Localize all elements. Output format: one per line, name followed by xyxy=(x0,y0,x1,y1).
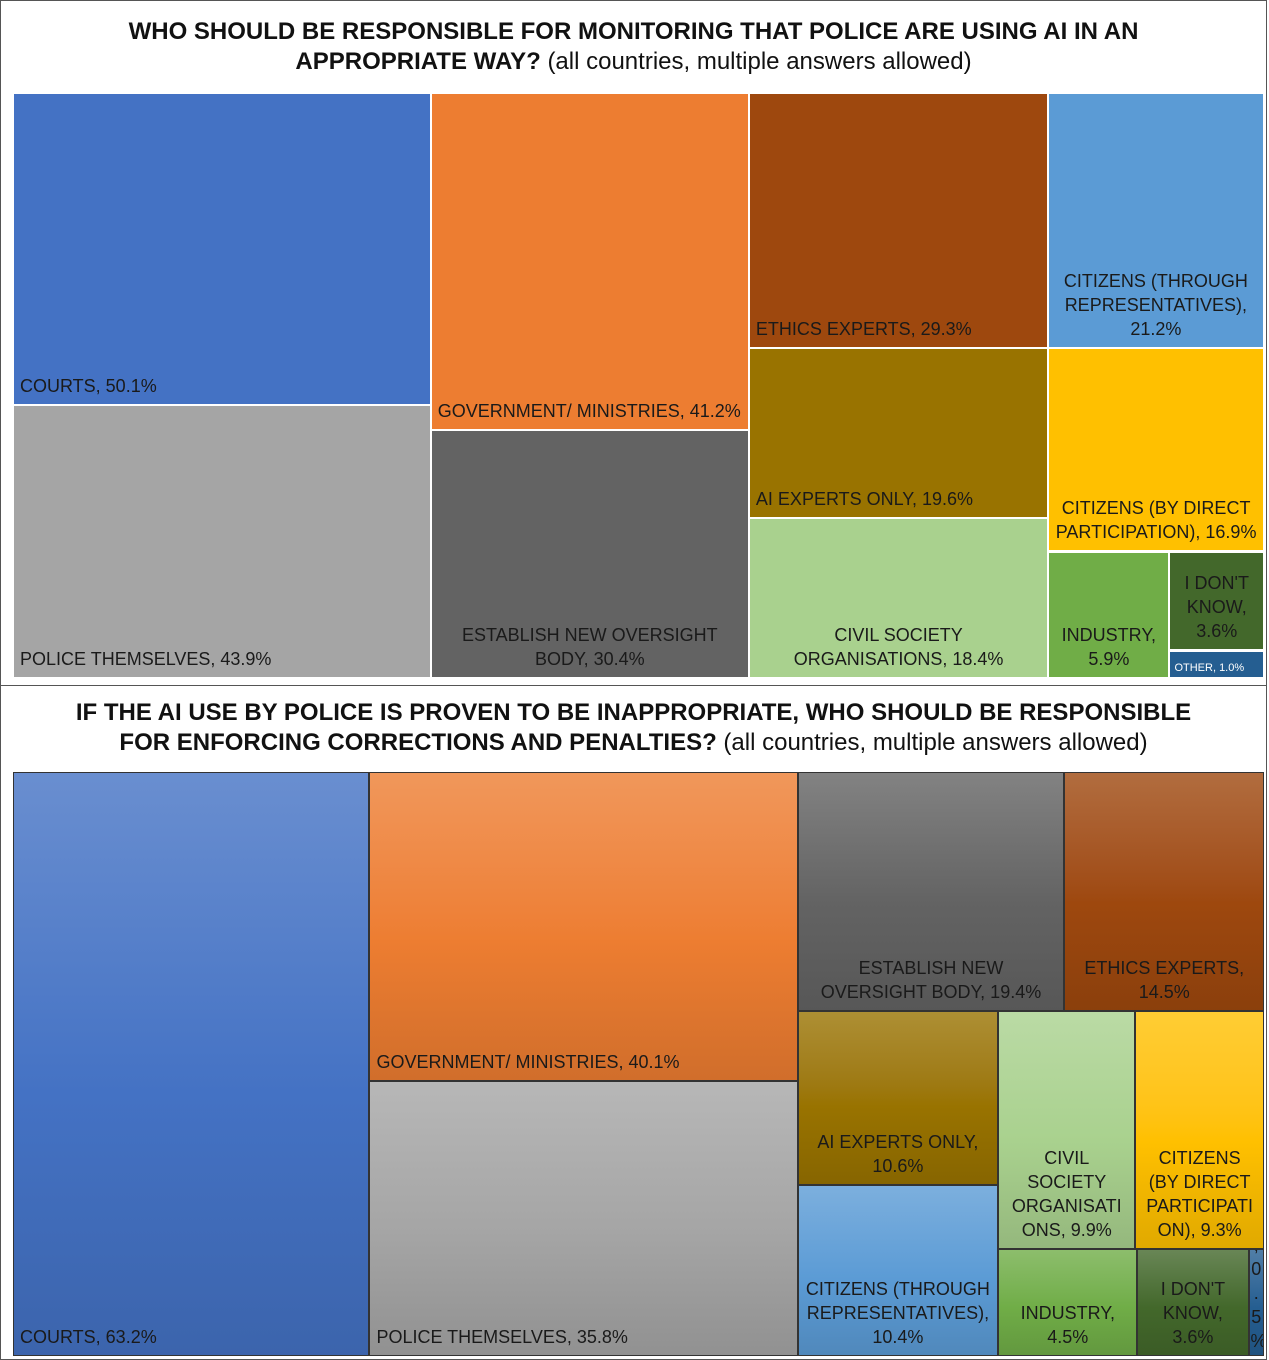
subtitle-text: (all countries, multiple answers allowed… xyxy=(723,729,1148,756)
tile: AI EXPERTS ONLY, 10.6% xyxy=(797,1011,999,1186)
treemap-area: COURTS, 50.1% POLICE THEMSELVES, 43.9% GOV… xyxy=(13,93,1264,678)
treemap-area: COURTS, 63.2% GOVERNMENT/ MINISTRIES, 40.… xyxy=(13,772,1264,1356)
tile-label: CITIZENS (BY DIRECT PARTICIPATION), 16.9… xyxy=(1055,498,1257,543)
tile-label: ETHICS EXPERTS, 29.3% xyxy=(755,318,972,339)
tile: CITIZENS (THROUGH REPRESENTATIVES), 21.2… xyxy=(1047,93,1264,348)
chart-title: WHO SHOULD BE RESPONSIBLE FOR MONITORING… xyxy=(1,17,1266,77)
tile-label: COURTS, 50.1% xyxy=(20,375,157,396)
tile: ESTABLISH NEW OVERSIGHT BODY, 19.4% xyxy=(797,772,1065,1012)
title-text: IF THE AI USE BY POLICE IS PROVEN TO BE … xyxy=(75,699,1192,756)
tile-label: CIVIL SOCIETY ORGANISATIONS, 9.9% xyxy=(1011,1148,1122,1241)
tile: CIVIL SOCIETY ORGANISATIONS, 9.9% xyxy=(998,1011,1136,1250)
tile: POLICE THEMSELVES, 35.8% xyxy=(369,1080,798,1356)
title-text: WHO SHOULD BE RESPONSIBLE FOR MONITORING… xyxy=(128,18,1139,75)
tile: INDUSTRY, 5.9% xyxy=(1048,551,1170,678)
tile-label: ESTABLISH NEW OVERSIGHT BODY, 30.4% xyxy=(461,624,718,669)
chart-title: IF THE AI USE BY POLICE IS PROVEN TO BE … xyxy=(1,698,1266,758)
tile: CITIZENS (BY DIRECT PARTICIPATION), 9.3% xyxy=(1135,1011,1264,1250)
tile: ETHICS EXPERTS, 29.3% xyxy=(748,93,1048,348)
subtitle-text: (all countries, multiple answers allowed… xyxy=(547,48,972,75)
tile-label: CIVIL SOCIETY ORGANISATIONS, 18.4% xyxy=(793,624,1004,669)
tile: CITIZENS (THROUGH REPRESENTATIVES), 10.4… xyxy=(797,1185,999,1356)
tile-label: POLICE THEMSELVES, 35.8% xyxy=(376,1326,628,1347)
tile-label: CITIZENS (BY DIRECT PARTICIPATION), 9.3% xyxy=(1146,1148,1253,1241)
tile-label: CITIZENS (THROUGH REPRESENTATIVES), 21.2… xyxy=(1063,270,1248,339)
tile-label: OTHER, 0.5% xyxy=(1251,1250,1263,1351)
tile: GOVERNMENT/ MINISTRIES, 41.2% xyxy=(430,93,749,430)
tile: OTHER, 1.0% xyxy=(1169,650,1264,678)
tile: ESTABLISH NEW OVERSIGHT BODY, 30.4% xyxy=(430,429,749,678)
tile-label: I DON'T KNOW, 3.6% xyxy=(1184,573,1249,642)
tile: INDUSTRY, 4.5% xyxy=(998,1249,1138,1356)
tile-label: GOVERNMENT/ MINISTRIES, 40.1% xyxy=(376,1051,680,1072)
tile-label: POLICE THEMSELVES, 43.9% xyxy=(20,648,272,669)
chart-panel: IF THE AI USE BY POLICE IS PROVEN TO BE … xyxy=(0,685,1267,1360)
tile: ETHICS EXPERTS, 14.5% xyxy=(1064,772,1264,1012)
tile-label: COURTS, 63.2% xyxy=(20,1327,157,1347)
tile-label: OTHER, 1.0% xyxy=(1174,661,1245,674)
tile: I DON'T KNOW, 3.6% xyxy=(1169,551,1264,651)
tile-label: ESTABLISH NEW OVERSIGHT BODY, 19.4% xyxy=(820,958,1042,1003)
tile: GOVERNMENT/ MINISTRIES, 40.1% xyxy=(369,772,798,1081)
tile: POLICE THEMSELVES, 43.9% xyxy=(13,404,431,678)
tile-label: GOVERNMENT/ MINISTRIES, 41.2% xyxy=(437,400,741,421)
tile: COURTS, 50.1% xyxy=(13,93,431,405)
tile: CITIZENS (BY DIRECT PARTICIPATION), 16.9… xyxy=(1048,347,1264,552)
tile-label: AI EXPERTS ONLY, 10.6% xyxy=(817,1132,979,1177)
tile-label: CITIZENS (THROUGH REPRESENTATIVES), 10.4… xyxy=(805,1278,990,1347)
tile-label: INDUSTRY, 4.5% xyxy=(1020,1302,1115,1347)
chart-panel: WHO SHOULD BE RESPONSIBLE FOR MONITORING… xyxy=(0,0,1267,686)
tile-label: I DON'T KNOW, 3.6% xyxy=(1160,1278,1226,1347)
tile: OTHER, 0.5% xyxy=(1248,1249,1264,1356)
tile: AI EXPERTS ONLY, 19.6% xyxy=(748,347,1049,519)
tile: I DON'T KNOW, 3.6% xyxy=(1137,1249,1249,1356)
tile-label: INDUSTRY, 5.9% xyxy=(1061,624,1156,669)
tile-label: ETHICS EXPERTS, 14.5% xyxy=(1084,958,1245,1003)
tile-label: AI EXPERTS ONLY, 19.6% xyxy=(755,489,974,510)
tile: COURTS, 63.2% xyxy=(13,772,370,1356)
tile: CIVIL SOCIETY ORGANISATIONS, 18.4% xyxy=(748,518,1049,678)
